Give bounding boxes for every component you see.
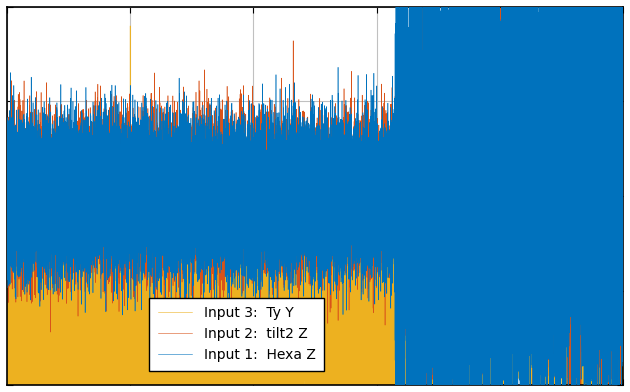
- Input 3:  Ty Y: (1, -0.333): Ty Y: (1, -0.333): [619, 257, 627, 261]
- Input 2:  tilt2 Z: (1, 0.786): tilt2 Z: (1, 0.786): [619, 45, 627, 50]
- Input 3:  Ty Y: (0.543, -0.056): Ty Y: (0.543, -0.056): [338, 204, 345, 209]
- Input 3:  Ty Y: (0, -0.268): Ty Y: (0, -0.268): [3, 244, 11, 249]
- Line: Input 2:  tilt2 Z: Input 2: tilt2 Z: [7, 0, 623, 392]
- Input 2:  tilt2 Z: (0.742, -0.64): tilt2 Z: (0.742, -0.64): [461, 315, 468, 319]
- Input 3:  Ty Y: (0.383, -0.558): Ty Y: (0.383, -0.558): [239, 299, 247, 304]
- Input 3:  Ty Y: (0.2, 0.9): Ty Y: (0.2, 0.9): [127, 24, 134, 28]
- Input 1:  Hexa Z: (0.383, 0.148): Hexa Z: (0.383, 0.148): [239, 166, 247, 171]
- Line: Input 1:  Hexa Z: Input 1: Hexa Z: [7, 0, 623, 392]
- Input 1:  Hexa Z: (0.543, -0.343): Hexa Z: (0.543, -0.343): [338, 258, 345, 263]
- Input 2:  tilt2 Z: (0.602, -0.0155): tilt2 Z: (0.602, -0.0155): [374, 196, 382, 201]
- Input 1:  Hexa Z: (0.742, 0.114): Hexa Z: (0.742, 0.114): [461, 172, 468, 177]
- Input 3:  Ty Y: (0.742, -0.0445): Ty Y: (0.742, -0.0445): [461, 202, 468, 207]
- Input 3:  Ty Y: (0.241, -0.571): Ty Y: (0.241, -0.571): [151, 301, 159, 306]
- Input 3:  Ty Y: (0.602, -0.567): Ty Y: (0.602, -0.567): [374, 301, 382, 305]
- Line: Input 3:  Ty Y: Input 3: Ty Y: [7, 26, 623, 392]
- Input 1:  Hexa Z: (1, 0.894): Hexa Z: (1, 0.894): [619, 25, 627, 29]
- Input 1:  Hexa Z: (0.241, -0.0389): Hexa Z: (0.241, -0.0389): [151, 201, 159, 206]
- Input 1:  Hexa Z: (0.602, 0.219): Hexa Z: (0.602, 0.219): [374, 152, 382, 157]
- Input 2:  tilt2 Z: (0.241, -0.0554): tilt2 Z: (0.241, -0.0554): [151, 204, 159, 209]
- Legend: Input 3:  Ty Y, Input 2:  tilt2 Z, Input 1:  Hexa Z: Input 3: Ty Y, Input 2: tilt2 Z, Input 1…: [149, 298, 324, 370]
- Input 1:  Hexa Z: (0.068, 0.111): Hexa Z: (0.068, 0.111): [45, 173, 53, 178]
- Input 2:  tilt2 Z: (0.068, 0.141): tilt2 Z: (0.068, 0.141): [45, 167, 53, 172]
- Input 2:  tilt2 Z: (0.543, -0.0827): tilt2 Z: (0.543, -0.0827): [338, 209, 345, 214]
- Input 1:  Hexa Z: (0, -0.00167): Hexa Z: (0, -0.00167): [3, 194, 11, 199]
- Input 2:  tilt2 Z: (0.383, 0.261): tilt2 Z: (0.383, 0.261): [239, 144, 247, 149]
- Input 3:  Ty Y: (0.068, -0.211): Ty Y: (0.068, -0.211): [45, 234, 53, 238]
- Input 2:  tilt2 Z: (0, -0.0404): tilt2 Z: (0, -0.0404): [3, 201, 11, 206]
